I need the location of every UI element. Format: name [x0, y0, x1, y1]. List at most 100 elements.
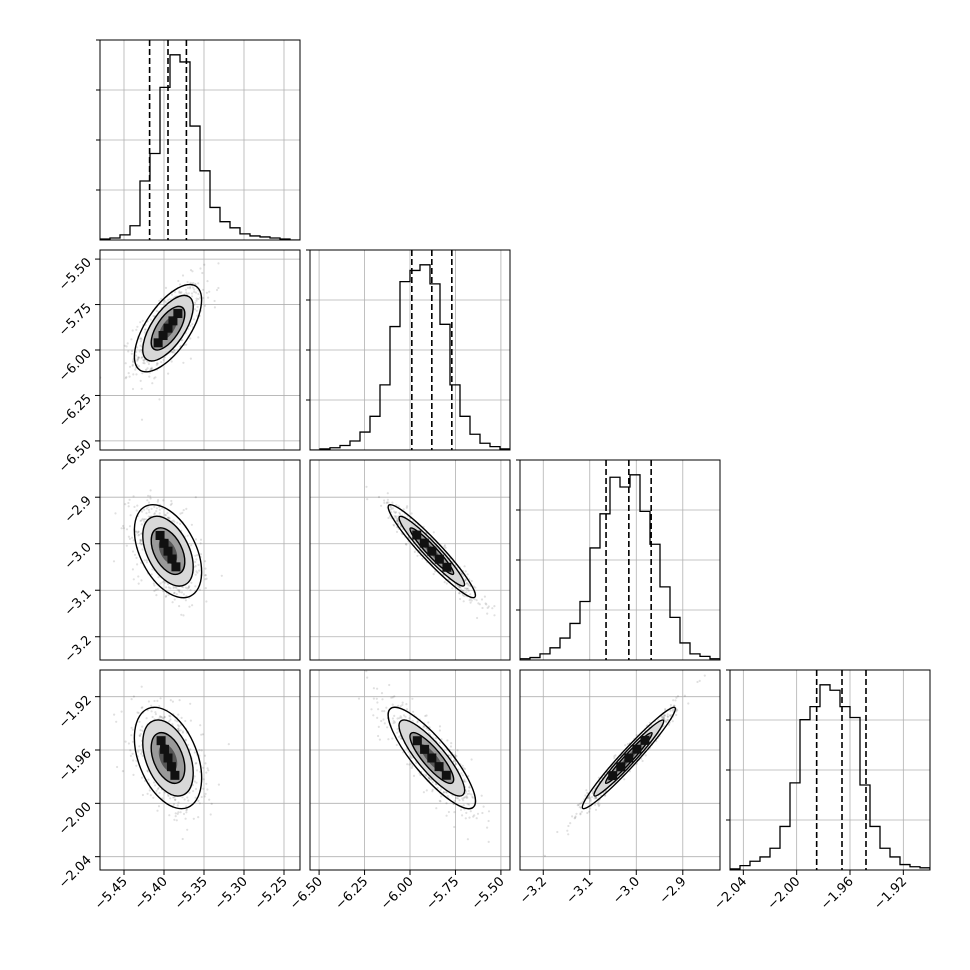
scatter-point: [140, 706, 143, 710]
scatter-point: [443, 544, 447, 547]
scatter-point: [139, 538, 142, 541]
scatter-point: [199, 267, 202, 270]
scatter-point: [189, 287, 192, 290]
scatter-point: [465, 591, 468, 594]
scatter-point: [202, 787, 205, 790]
scatter-point: [425, 714, 428, 717]
scatter-point: [387, 516, 390, 520]
scatter-point: [669, 703, 673, 707]
scatter-point: [413, 550, 416, 554]
scatter-point: [392, 507, 395, 510]
scatter-point: [394, 511, 397, 514]
scatter-point: [399, 737, 402, 740]
scatter-point: [112, 560, 116, 563]
scatter-point: [425, 773, 428, 776]
panel-frame: [99, 669, 301, 871]
scatter-point: [462, 590, 465, 593]
scatter-point: [146, 360, 149, 363]
scatter-point: [393, 695, 396, 698]
scatter-point: [215, 288, 219, 292]
y-tick-label: −3.2: [62, 633, 95, 666]
scatter-point: [486, 612, 489, 615]
scatter-point: [458, 585, 461, 589]
scatter-point: [375, 697, 378, 700]
scatter-point: [470, 599, 473, 602]
scatter-point: [465, 811, 468, 815]
scatter-point: [160, 716, 163, 719]
scatter-point: [604, 794, 607, 797]
scatter-point: [390, 506, 393, 509]
scatter-point: [666, 718, 669, 721]
scatter-point: [584, 794, 587, 797]
scatter-point: [167, 516, 170, 520]
scatter-point: [131, 568, 134, 571]
density-peak-cell: [163, 546, 173, 556]
scatter-point: [166, 516, 170, 519]
scatter-point: [171, 700, 174, 703]
scatter-point: [140, 750, 144, 754]
scatter-point: [194, 585, 197, 588]
histogram-step: [100, 54, 300, 240]
scatter-point: [196, 554, 199, 557]
scatter-point: [412, 774, 416, 778]
scatter-point: [140, 523, 143, 526]
scatter-point: [624, 744, 627, 747]
scatter-point: [153, 512, 156, 515]
scatter-point: [150, 710, 153, 713]
scatter-point: [428, 777, 431, 780]
scatter-point: [493, 614, 496, 617]
scatter-point: [177, 590, 180, 593]
scatter-point: [664, 714, 667, 717]
density-contour: [581, 706, 677, 810]
scatter-point: [140, 519, 143, 522]
density-peak-cell: [434, 554, 444, 564]
scatter-point: [445, 802, 448, 805]
scatter-point: [180, 591, 183, 594]
scatter-point: [130, 734, 133, 737]
scatter-point: [132, 773, 135, 777]
scatter-point: [120, 527, 123, 530]
scatter-point: [445, 791, 448, 794]
scatter-point: [470, 758, 473, 761]
scatter-point: [421, 557, 424, 560]
scatter-point: [159, 715, 162, 718]
scatter-point: [391, 501, 394, 504]
scatter-point: [580, 801, 583, 804]
scatter-point: [416, 720, 419, 723]
scatter-point: [579, 806, 583, 809]
scatter-point: [386, 498, 389, 501]
scatter-point: [132, 695, 135, 698]
scatter-point: [462, 766, 465, 770]
scatter-point: [133, 505, 136, 508]
scatter-point: [467, 584, 470, 587]
scatter-point: [145, 507, 149, 510]
scatter-point: [669, 714, 672, 718]
scatter-point: [139, 340, 142, 343]
scatter-point: [189, 337, 192, 340]
scatter-point: [197, 292, 200, 296]
scatter-point: [460, 573, 463, 576]
scatter-point: [137, 582, 140, 585]
scatter-point: [132, 578, 135, 581]
scatter-point: [463, 587, 467, 590]
scatter-point: [182, 812, 186, 816]
scatter-point: [138, 745, 141, 748]
scatter-point: [398, 511, 401, 514]
scatter-point: [153, 505, 156, 508]
scatter-point: [196, 571, 199, 574]
scatter-point: [444, 791, 448, 794]
scatter-point: [392, 523, 395, 526]
scatter-point: [128, 537, 131, 541]
scatter-point: [128, 375, 131, 378]
scatter-point: [193, 288, 196, 291]
scatter-point: [594, 803, 597, 807]
scatter-point: [400, 716, 403, 719]
scatter-point: [467, 774, 470, 778]
scatter-point: [626, 743, 629, 746]
scatter-point: [144, 369, 147, 372]
scatter-point: [449, 754, 452, 757]
density-peak-cell: [158, 331, 168, 341]
scatter-point: [141, 372, 144, 375]
scatter-point: [597, 803, 600, 806]
scatter-point: [662, 714, 666, 717]
